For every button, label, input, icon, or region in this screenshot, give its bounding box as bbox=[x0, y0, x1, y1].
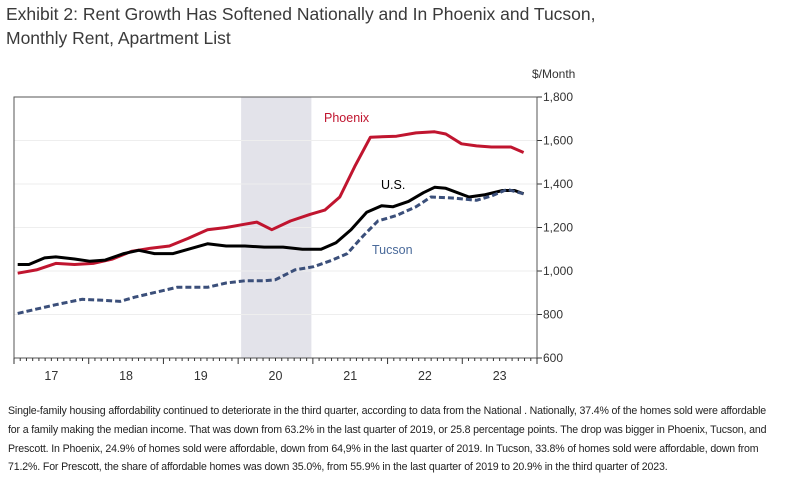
series-line-tucson bbox=[17, 187, 524, 315]
x-tick-label: 23 bbox=[493, 369, 507, 383]
y-tick-label: 800 bbox=[543, 308, 563, 322]
series-label-us: U.S. bbox=[381, 178, 405, 192]
x-tick-label: 19 bbox=[194, 369, 208, 383]
x-tick-label: 21 bbox=[343, 369, 357, 383]
chart-title: Exhibit 2: Rent Growth Has Softened Nati… bbox=[6, 2, 596, 50]
y-tick-label: 1,800 bbox=[543, 90, 573, 104]
y-tick-label: 1,000 bbox=[543, 264, 573, 278]
series-label-phoenix: Phoenix bbox=[324, 111, 370, 125]
x-tick-label: 17 bbox=[44, 369, 58, 383]
y-tick-label: 1,200 bbox=[543, 221, 573, 235]
y-axis-label: $/Month bbox=[532, 67, 575, 81]
x-tick-label: 22 bbox=[418, 369, 432, 383]
body-paragraph: Single-family housing affordability cont… bbox=[8, 405, 767, 474]
series-line-us bbox=[17, 185, 525, 266]
y-tick-label: 1,600 bbox=[543, 134, 573, 148]
title-line-2: Monthly Rent, Apartment List bbox=[6, 28, 231, 48]
y-tick-label: 600 bbox=[543, 351, 563, 365]
line-chart: $/Month 600 800 1,000 1,200 1,400 1,600 1,800 1… bbox=[13, 67, 575, 383]
y-tick-label: 1,400 bbox=[543, 177, 573, 191]
x-tick-label: 18 bbox=[119, 369, 133, 383]
series-label-tucson: Tucson bbox=[372, 243, 413, 257]
title-line-1: Exhibit 2: Rent Growth Has Softened Nati… bbox=[6, 4, 596, 24]
x-tick-label: 20 bbox=[269, 369, 283, 383]
